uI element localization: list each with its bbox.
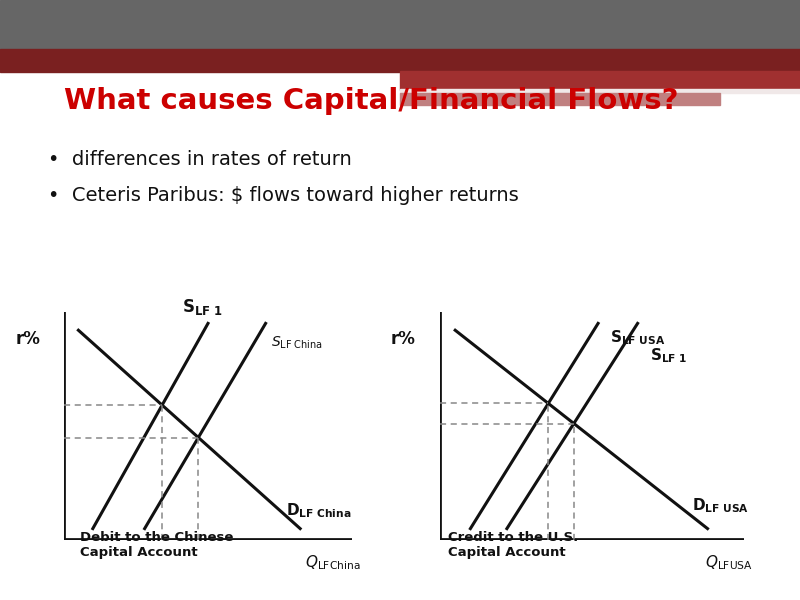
Bar bbox=[0, 0, 800, 51]
Text: $\mathbf{S}_{\mathbf{LF\ 1}}$: $\mathbf{S}_{\mathbf{LF\ 1}}$ bbox=[182, 296, 222, 317]
Text: $\mathbf{D}_{\mathbf{LF\ USA}}$: $\mathbf{D}_{\mathbf{LF\ USA}}$ bbox=[692, 497, 750, 515]
Text: $Q_{\mathrm{LF China}}$: $Q_{\mathrm{LF China}}$ bbox=[305, 554, 361, 572]
Text: Debit to the Chinese
Capital Account: Debit to the Chinese Capital Account bbox=[80, 531, 234, 559]
Bar bbox=[400, 71, 800, 90]
Bar bbox=[0, 49, 800, 72]
Bar bbox=[400, 89, 800, 93]
Text: $\mathbf{S}_{\mathbf{LF\ USA}}$: $\mathbf{S}_{\mathbf{LF\ USA}}$ bbox=[610, 328, 666, 347]
Text: $Q_{\mathrm{LF USA}}$: $Q_{\mathrm{LF USA}}$ bbox=[706, 554, 753, 572]
Text: •  differences in rates of return: • differences in rates of return bbox=[48, 150, 352, 169]
Text: $\mathbf{D}_{\mathbf{LF\ China}}$: $\mathbf{D}_{\mathbf{LF\ China}}$ bbox=[286, 501, 351, 520]
Text: r%: r% bbox=[16, 330, 41, 348]
Bar bbox=[400, 93, 720, 105]
Text: Credit to the U.S.
Capital Account: Credit to the U.S. Capital Account bbox=[448, 531, 578, 559]
Text: What causes Capital/Financial Flows?: What causes Capital/Financial Flows? bbox=[64, 87, 678, 115]
Text: $\mathbf{S}_{\mathbf{LF\ 1}}$: $\mathbf{S}_{\mathbf{LF\ 1}}$ bbox=[650, 346, 687, 365]
Text: r%: r% bbox=[391, 330, 416, 348]
Text: $S_{\mathrm{LF\ China}}$: $S_{\mathrm{LF\ China}}$ bbox=[271, 335, 323, 351]
Text: •  Ceteris Paribus: $ flows toward higher returns: • Ceteris Paribus: $ flows toward higher… bbox=[48, 186, 518, 205]
